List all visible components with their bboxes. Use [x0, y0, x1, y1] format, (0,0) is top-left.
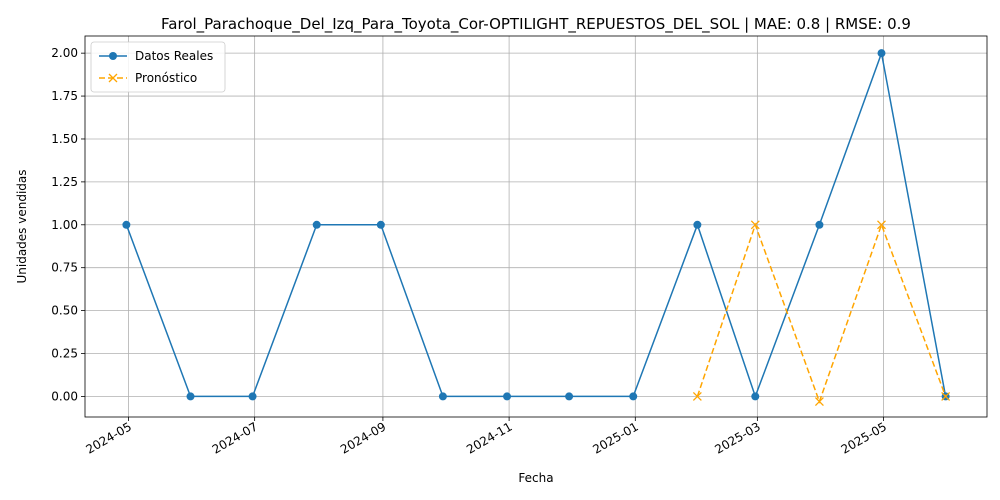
series-group: [122, 49, 951, 407]
data-point: [503, 392, 512, 401]
data-point: [751, 392, 760, 401]
data-point: [815, 220, 824, 229]
x-axis-label: Fecha: [518, 471, 553, 485]
legend: Datos Reales Pronóstico: [90, 41, 226, 93]
y-tick-label: 1.50: [51, 132, 78, 146]
data-point: [438, 392, 447, 401]
legend-label: Pronóstico: [135, 71, 197, 85]
data-point: [122, 220, 131, 229]
legend-label: Datos Reales: [135, 49, 213, 63]
data-point: [629, 392, 638, 401]
data-point: [877, 49, 886, 58]
y-tick-label: 0.25: [51, 347, 78, 361]
data-point: [312, 220, 321, 229]
y-axis: 0.00 0.25 0.50 0.75 1.00 1.25 1.50 1.75 2.00: [51, 46, 85, 403]
y-tick-label: 1.75: [51, 89, 78, 103]
data-point: [693, 220, 702, 229]
chart-title: Farol_Parachoque_Del_Izq_Para_Toyota_Cor…: [161, 15, 911, 34]
y-tick-label: 1.25: [51, 175, 78, 189]
y-tick-label: 1.00: [51, 218, 78, 232]
data-point: [248, 392, 257, 401]
data-point: [186, 392, 195, 401]
y-tick-label: 2.00: [51, 46, 78, 60]
data-point: [376, 220, 385, 229]
plot-frame: [84, 35, 988, 418]
y-tick-label: 0.50: [51, 304, 78, 318]
data-point: [814, 397, 824, 407]
legend-marker: [109, 52, 117, 60]
legend-marker: [108, 73, 118, 83]
y-tick-label: 0.00: [51, 389, 78, 403]
data-point: [877, 220, 886, 230]
data-point: [692, 391, 702, 401]
y-tick-label: 0.75: [51, 261, 78, 275]
data-point: [941, 391, 951, 401]
legend-box: [90, 41, 226, 93]
series-line-0: [125, 50, 947, 399]
y-axis-label: Unidades vendidas: [15, 169, 29, 283]
data-point: [750, 220, 760, 230]
data-point: [565, 392, 574, 401]
